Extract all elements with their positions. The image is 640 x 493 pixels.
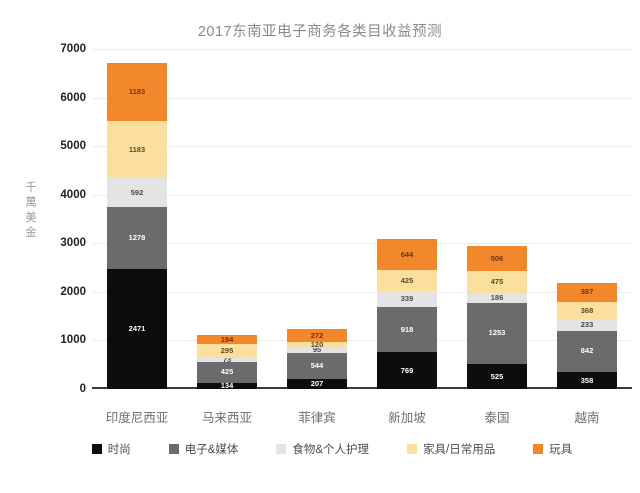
legend-swatch-icon [533, 444, 544, 454]
bar-stack[interactable]: 272 120 95 544 207 [287, 328, 347, 389]
legend-item-label: 电子&媒体 [184, 444, 239, 456]
bar-stack[interactable]: 387 368 233 842 358 [557, 282, 617, 389]
x-axis-category-label: 越南 [574, 411, 600, 425]
legend-item[interactable]: 食物&个人护理 [276, 441, 369, 457]
bar-segment[interactable]: 544 [287, 352, 347, 379]
bar-segment[interactable]: 592 [107, 178, 167, 207]
x-axis-line [92, 387, 632, 389]
gridline [92, 340, 632, 342]
bar-segment[interactable]: 134 [197, 382, 257, 389]
x-axis-category-label: 新加坡 [388, 411, 426, 425]
x-axis-labels: 印度尼西亚 马来西亚 菲律宾 新加坡 泰国 越南 [92, 401, 632, 431]
bar-segment[interactable]: 95 [287, 347, 347, 353]
bar-stack[interactable]: 19429573425134 [197, 334, 257, 389]
x-axis-category-label: 泰国 [484, 411, 510, 425]
gridline [92, 146, 632, 148]
bar-segment[interactable]: 425 [197, 361, 257, 383]
bar-segment[interactable]: 1183 [107, 63, 167, 121]
bar-segment[interactable]: 358 [557, 371, 617, 389]
bar-segment[interactable]: 918 [377, 307, 437, 352]
bar-segment[interactable]: 475 [467, 270, 527, 294]
bar-segment[interactable]: 1253 [467, 302, 527, 364]
y-axis-title-char: 美 [25, 212, 37, 224]
legend-swatch-icon [276, 444, 287, 454]
gridline [92, 291, 632, 293]
bar-segment[interactable]: 295 [197, 344, 257, 359]
legend-swatch-icon [91, 444, 102, 454]
bar-segment[interactable]: 425 [377, 269, 437, 291]
legend-swatch-icon [168, 444, 179, 454]
y-axis-tick-label: 4000 [60, 188, 86, 201]
x-axis-category-label: 菲律宾 [298, 411, 336, 425]
bar-segment[interactable]: 525 [467, 363, 527, 389]
gridlines [92, 49, 632, 389]
gridline [92, 194, 632, 196]
legend-item-label: 家具/日常用品 [423, 444, 496, 456]
y-axis-tick-label: 0 [79, 383, 86, 395]
bar-segment[interactable]: 2471 [107, 268, 167, 389]
bar-segment[interactable]: 506 [467, 245, 527, 271]
legend-item[interactable]: 家具/日常用品 [407, 441, 495, 457]
bar-stack[interactable]: 506 475 186 1253 525 [467, 245, 527, 389]
legend-item[interactable]: 玩具 [533, 441, 572, 457]
bar-segment[interactable]: 339 [377, 290, 437, 308]
chart-title: 2017东南亚电子商务各类目收益预测 [197, 24, 443, 40]
bar-segment[interactable]: 1278 [107, 206, 167, 269]
bar-segment[interactable]: 207 [287, 378, 347, 389]
legend-item[interactable]: 电子&媒体 [168, 441, 239, 457]
chart-legend: 时尚 电子&媒体 食物&个人护理 家具/日常用品 玩具 [0, 441, 640, 457]
gridline [92, 97, 632, 99]
bar-segment[interactable]: 387 [557, 282, 617, 302]
x-axis-category-label: 印度尼西亚 [105, 411, 169, 425]
bar-segment[interactable]: 186 [467, 293, 527, 303]
bar-segment[interactable]: 368 [557, 301, 617, 320]
bar-segment[interactable]: 194 [197, 334, 257, 344]
bar-segment[interactable]: 644 [377, 238, 437, 270]
legend-item-label: 食物&个人护理 [292, 444, 370, 456]
y-axis-tick-label: 7000 [60, 43, 86, 55]
y-axis-tick-label: 1000 [60, 334, 86, 347]
bar-segment[interactable]: 769 [377, 351, 437, 389]
bar-segment[interactable]: 233 [557, 319, 617, 331]
y-axis-ticks: 7000 6000 5000 4000 3000 2000 1000 0 [44, 43, 86, 395]
legend-swatch-icon [407, 444, 418, 454]
bar-segment[interactable]: 272 [287, 328, 347, 343]
y-axis-title-char: 千 [25, 182, 37, 194]
x-axis-category-label: 马来西亚 [201, 411, 252, 425]
legend-item-label: 时尚 [107, 444, 131, 456]
gridline [92, 243, 632, 245]
y-axis-tick-label: 6000 [60, 91, 86, 104]
y-axis-title-char: 金 [25, 227, 37, 239]
bar-stack[interactable]: 644 425 339 918 769 [377, 238, 437, 389]
y-axis-title: 千萬美金 [22, 181, 40, 241]
plot-area: 千萬美金 7000 6000 5000 4000 3000 2000 1000 0 1183 1… [0, 43, 640, 401]
bar-series-group: 1183118359212782471194295734251342721209… [92, 49, 632, 389]
legend-item-label: 玩具 [549, 444, 573, 456]
bar-segment[interactable]: 73 [197, 358, 257, 362]
y-axis-tick-label: 3000 [60, 237, 86, 250]
y-axis-tick-label: 5000 [60, 140, 86, 153]
gridline [92, 49, 632, 50]
y-axis-tick-label: 2000 [60, 285, 86, 298]
legend-item[interactable]: 时尚 [91, 441, 131, 457]
bar-segment[interactable]: 1183 [107, 120, 167, 179]
bar-segment[interactable]: 120 [287, 342, 347, 348]
bar-segment[interactable]: 842 [557, 330, 617, 372]
bar-stack[interactable]: 1183 1183 592 1278 2471 [107, 63, 167, 389]
y-axis-title-char: 萬 [25, 197, 37, 209]
